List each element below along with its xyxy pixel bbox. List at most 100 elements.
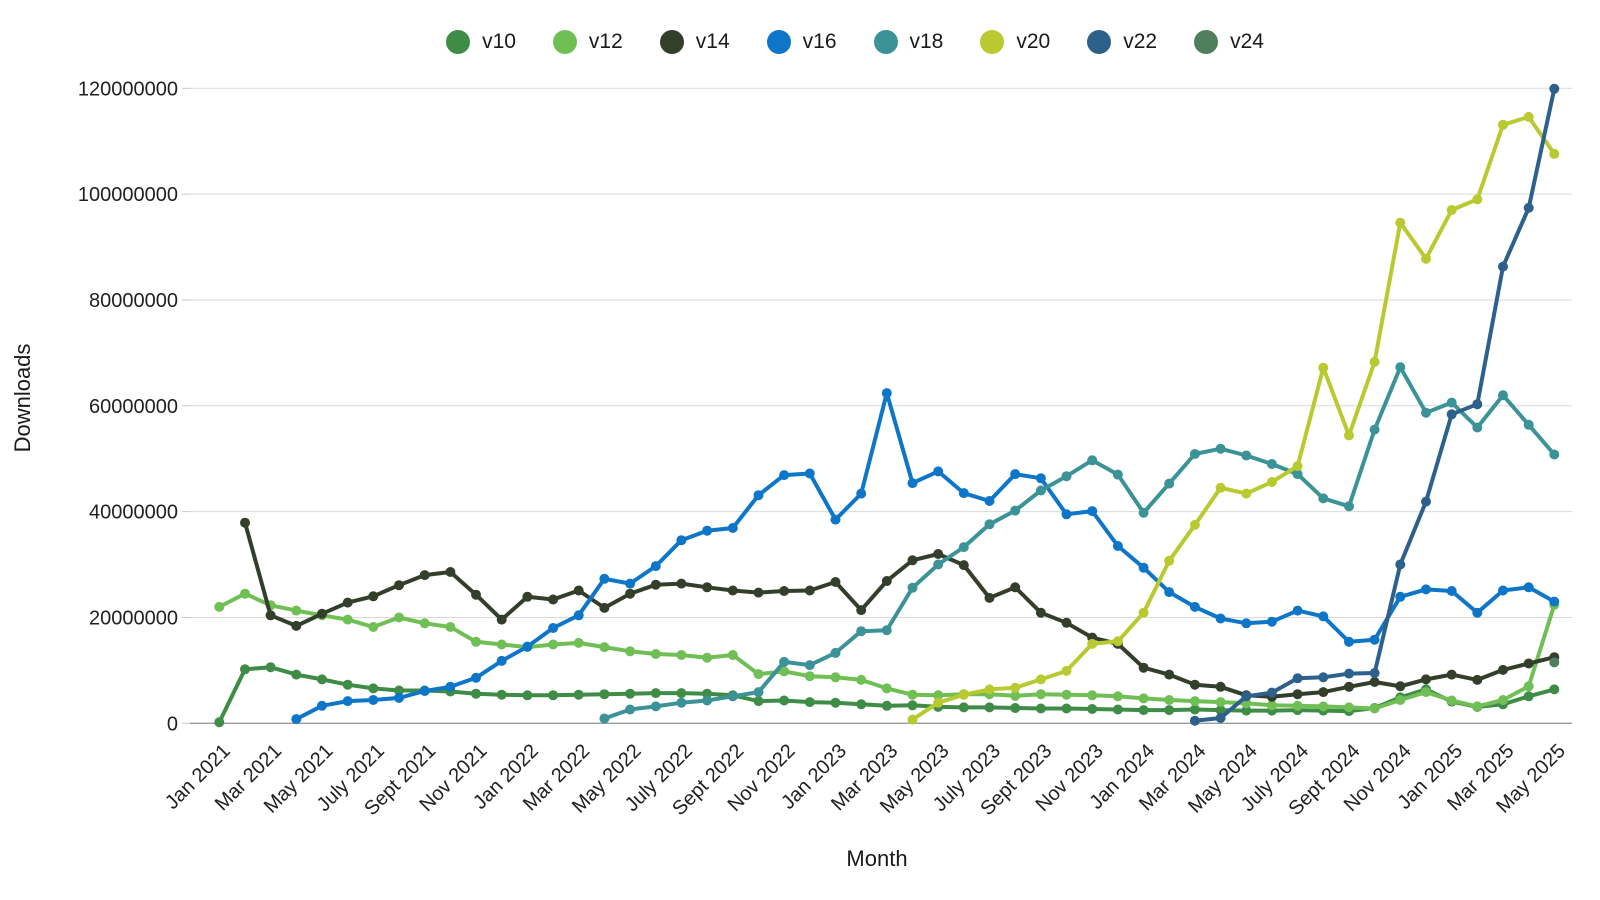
series-v24 [1549, 657, 1560, 668]
data-point-v20 [984, 684, 995, 695]
y-axis-tick-labels: 0 20000000 40000000 60000000 80000000 1000000… [78, 78, 178, 735]
data-point-v10 [291, 669, 302, 680]
data-point-v20 [1318, 362, 1329, 373]
data-point-v12 [1498, 695, 1508, 705]
data-point-v22 [1498, 261, 1508, 272]
data-point-v12 [933, 690, 944, 701]
data-point-v22 [1266, 687, 1277, 698]
data-point-v18 [1010, 505, 1021, 516]
series-v14 [240, 517, 1560, 702]
data-point-v12 [1061, 689, 1072, 700]
data-point-v12 [342, 614, 353, 625]
data-point-v12 [1369, 703, 1380, 714]
data-point-v12 [1395, 695, 1406, 705]
data-point-v10 [650, 688, 661, 699]
y-tick-label: 20000000 [89, 607, 178, 629]
data-point-v14 [804, 585, 815, 596]
data-point-v10 [496, 689, 507, 700]
y-tick-label: 60000000 [89, 396, 178, 418]
data-point-v12 [1138, 693, 1149, 704]
data-point-v10 [1189, 704, 1200, 715]
legend-item-v16[interactable]: v16 [766, 30, 837, 54]
data-point-v12 [1266, 700, 1277, 711]
data-point-v18 [1549, 449, 1560, 460]
data-point-v12 [727, 650, 738, 660]
data-point-v16 [342, 696, 353, 707]
data-point-v12 [779, 666, 790, 677]
data-point-v20 [907, 714, 918, 725]
data-point-v22 [1421, 496, 1431, 507]
data-point-v20 [1138, 607, 1149, 618]
data-point-v12 [548, 639, 559, 650]
data-point-v18 [1035, 485, 1046, 496]
data-point-v20 [933, 697, 944, 708]
data-point-v12 [650, 649, 661, 659]
data-point-v12 [1035, 689, 1046, 700]
legend-item-v24[interactable]: v24 [1194, 30, 1264, 54]
data-point-v16 [1523, 582, 1534, 593]
legend-item-v10[interactable]: v10 [446, 30, 516, 54]
legend-item-v14[interactable]: v14 [659, 30, 730, 54]
data-point-v18 [1446, 397, 1457, 408]
data-point-v16 [1215, 613, 1226, 624]
data-point-v10 [1087, 704, 1098, 714]
legend-item-v18[interactable]: v18 [873, 30, 943, 54]
data-point-v14 [727, 585, 738, 596]
data-point-v16 [599, 573, 610, 584]
data-point-v18 [1266, 459, 1277, 469]
data-point-v14 [394, 580, 404, 591]
data-point-v16 [1112, 541, 1123, 551]
data-point-v16 [1164, 587, 1175, 598]
data-point-v14 [830, 577, 841, 587]
data-point-v14 [856, 605, 867, 616]
data-point-v18 [907, 582, 918, 593]
legend-item-v20[interactable]: v20 [980, 30, 1050, 54]
data-point-v12 [1523, 681, 1534, 692]
data-point-v20 [1112, 636, 1123, 647]
data-point-v10 [625, 688, 636, 699]
data-point-v10 [984, 702, 995, 713]
data-point-v12 [573, 637, 584, 648]
data-point-v14 [496, 614, 507, 625]
data-point-v18 [1087, 455, 1098, 466]
y-tick-label: 0 [167, 713, 178, 735]
data-point-v12 [496, 639, 507, 650]
data-point-v20 [1215, 482, 1226, 493]
data-point-v20 [1395, 217, 1406, 228]
legend-marker-v18 [873, 30, 898, 54]
data-point-v24 [1549, 657, 1560, 668]
data-point-v18 [779, 656, 790, 667]
y-tick-label: 100000000 [78, 184, 178, 206]
data-point-v20 [1421, 253, 1431, 264]
data-point-v12 [214, 601, 225, 612]
data-point-v10 [1035, 703, 1046, 714]
data-point-v14 [1035, 607, 1046, 618]
data-point-v10 [471, 688, 481, 699]
data-point-v18 [753, 687, 764, 698]
data-point-v16 [471, 672, 481, 683]
data-point-v10 [368, 683, 379, 694]
data-point-v18 [1421, 407, 1431, 418]
legend-label-v16: v16 [802, 30, 837, 53]
data-point-v10 [1549, 684, 1560, 695]
data-point-v16 [676, 535, 687, 546]
data-point-v16 [702, 525, 713, 536]
legend-item-v12[interactable]: v12 [552, 30, 623, 54]
data-point-v22 [1292, 673, 1303, 684]
legend-item-v22[interactable]: v22 [1087, 30, 1157, 54]
data-point-v14 [1421, 674, 1431, 685]
data-point-v12 [1087, 690, 1098, 701]
data-point-v12 [1344, 702, 1354, 713]
data-point-v18 [1523, 419, 1534, 430]
data-point-v18 [727, 691, 738, 702]
data-point-v10 [1010, 703, 1021, 713]
data-point-v10 [1164, 705, 1175, 716]
data-point-v12 [804, 671, 815, 682]
data-point-v14 [445, 567, 456, 577]
data-point-v16 [1549, 596, 1560, 607]
y-tick-label: 40000000 [89, 502, 178, 524]
data-point-v16 [1472, 607, 1483, 618]
data-point-v18 [1241, 450, 1252, 461]
data-point-v16 [1344, 636, 1354, 647]
